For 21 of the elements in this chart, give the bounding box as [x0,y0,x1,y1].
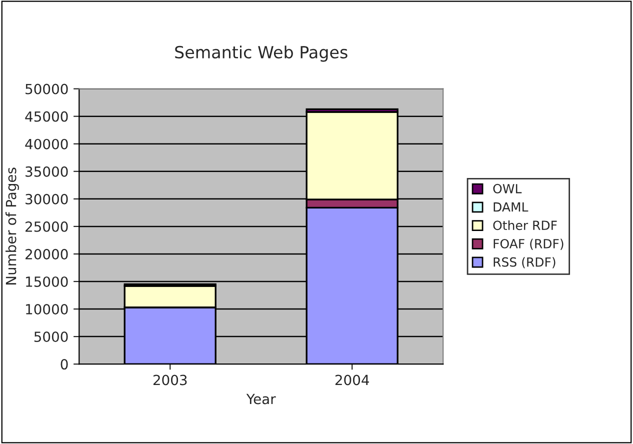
legend-label: FOAF (RDF) [494,238,564,250]
legend-label: Other RDF [493,220,557,230]
y-tick-label: 40000 [25,138,68,150]
y-tick-label: 30000 [26,194,68,204]
y-tick-label: 20000 [26,248,68,260]
y-tick-label: 50000 [26,84,68,94]
legend-label: DAML [494,202,528,212]
y-tick-label: 10000 [26,304,68,314]
legend-label: OWL [493,184,522,194]
x-tick-label: 2003 [153,374,187,386]
x-tick-label: 2004 [335,374,369,386]
y-tick-label: 0 [60,359,68,370]
chart-title: Semantic Web Pages [175,46,348,62]
y-tick-label: 45000 [25,111,68,122]
y-tick-label: 15000 [26,276,68,287]
y-tick-label: 5000 [34,332,68,342]
x-axis-title: Year [246,394,276,404]
y-axis-title: Number of Pages [6,168,19,285]
y-tick-label: 35000 [26,166,68,177]
legend-label: RSS (RDF) [494,257,556,268]
y-tick-label: 25000 [26,221,68,232]
